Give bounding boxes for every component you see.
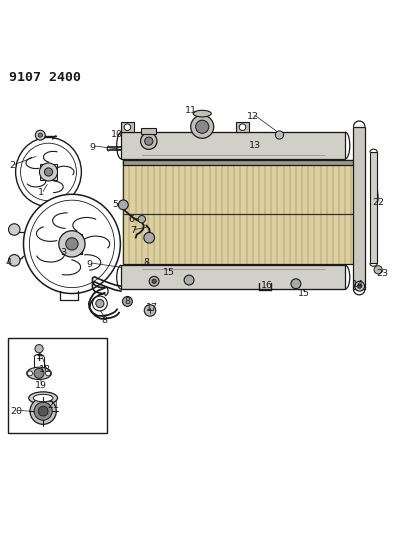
Bar [370,152,377,263]
Text: 9: 9 [90,143,95,152]
Circle shape [291,279,301,289]
Text: 12: 12 [247,112,259,121]
Circle shape [358,284,362,288]
Text: 9107 2400: 9107 2400 [9,71,81,84]
Bar [123,160,358,264]
Bar [62,233,82,254]
Text: 20: 20 [10,407,23,416]
Ellipse shape [193,110,211,117]
Ellipse shape [16,138,81,206]
Circle shape [96,300,104,308]
Circle shape [196,120,209,133]
Circle shape [34,402,52,420]
Text: 22: 22 [372,198,384,207]
Text: 19: 19 [35,381,47,390]
Circle shape [118,200,128,210]
Circle shape [35,345,43,353]
Text: 8: 8 [102,316,108,325]
Circle shape [122,296,132,306]
Text: 14: 14 [351,280,364,289]
Circle shape [149,277,159,286]
Circle shape [46,371,51,376]
Ellipse shape [27,367,51,379]
Circle shape [59,231,85,257]
Text: 13: 13 [249,141,261,150]
Text: 6: 6 [129,215,134,224]
Text: 21: 21 [47,401,60,410]
Circle shape [191,115,214,138]
Circle shape [44,168,53,176]
Bar [123,160,358,165]
Bar [236,122,249,132]
Bar [8,338,107,433]
Circle shape [38,406,48,416]
Circle shape [275,131,284,139]
Circle shape [41,165,56,180]
Circle shape [38,133,42,137]
Circle shape [144,305,156,316]
Text: 11: 11 [185,106,197,115]
Ellipse shape [29,392,58,404]
Circle shape [9,255,20,266]
Circle shape [374,265,382,274]
Circle shape [35,130,45,140]
Circle shape [62,234,82,254]
Text: 17: 17 [146,303,158,312]
Bar [121,132,345,159]
Bar [141,128,156,134]
Text: 18: 18 [39,365,51,374]
Circle shape [92,296,107,311]
Text: 1: 1 [38,188,44,197]
Circle shape [138,215,145,223]
Text: 7: 7 [131,226,136,235]
Circle shape [34,368,44,378]
Circle shape [9,224,20,235]
Text: 16: 16 [261,281,273,290]
Circle shape [141,133,157,149]
Text: 2: 2 [9,161,15,171]
Circle shape [28,371,32,376]
Bar [121,265,345,289]
Ellipse shape [33,394,53,402]
Circle shape [355,281,365,291]
Text: 15: 15 [162,268,175,277]
Circle shape [144,232,155,243]
Bar [121,122,134,132]
Text: 10: 10 [111,131,123,140]
Circle shape [124,124,131,131]
Text: 8: 8 [143,258,149,267]
Circle shape [239,124,246,131]
Text: 23: 23 [376,269,388,278]
Circle shape [152,279,156,284]
Text: 5: 5 [112,200,118,209]
Text: 9: 9 [87,260,92,269]
Ellipse shape [30,200,114,288]
Bar [40,164,57,180]
Circle shape [66,238,78,250]
Circle shape [30,398,56,424]
Text: 15: 15 [298,289,310,298]
Text: 8: 8 [125,297,130,306]
Circle shape [145,137,153,146]
Text: 4: 4 [5,258,11,267]
Circle shape [184,275,194,285]
Ellipse shape [23,194,120,294]
Bar [353,127,365,289]
Circle shape [39,163,58,181]
Ellipse shape [21,143,76,201]
Text: 3: 3 [61,248,67,256]
